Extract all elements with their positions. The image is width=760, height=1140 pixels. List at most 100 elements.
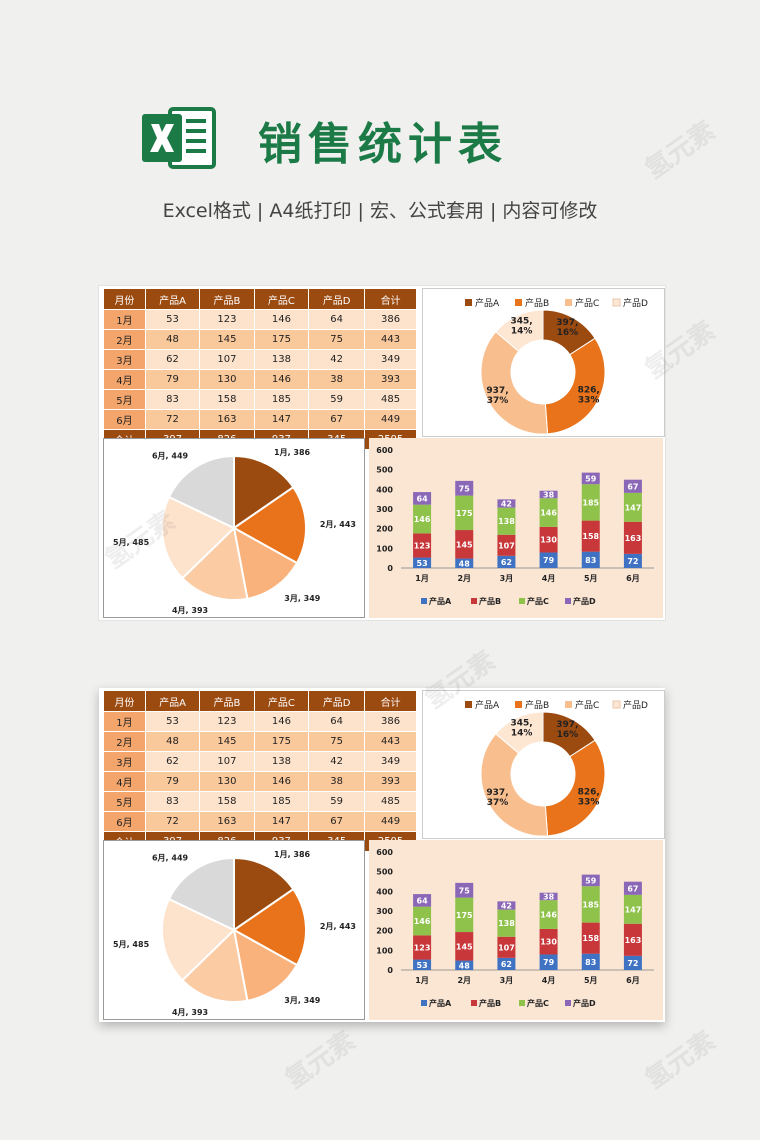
- bar-data-label: 147: [625, 503, 642, 512]
- x-tick-label: 5月: [584, 976, 598, 985]
- table-header-cell: 产品B: [199, 288, 255, 310]
- bar-segment: [413, 504, 432, 534]
- donut-data-label: 937, 37%: [486, 386, 508, 406]
- donut-data-label: 397, 16%: [556, 720, 578, 740]
- pie-chart: 1月, 386 2月, 443 3月, 349 4月, 393 5月, 485 6月, 4…: [113, 448, 356, 615]
- bar-data-label: 158: [582, 934, 599, 943]
- x-tick-label: 1月: [415, 976, 429, 985]
- table-cell: 138: [253, 349, 310, 370]
- bar-segment: [581, 922, 600, 954]
- table-row: 2月 48 145 175 75 443: [103, 329, 417, 350]
- table-cell: 349: [364, 349, 417, 370]
- pie-chart-panel: 1月, 386 2月, 443 3月, 349 4月, 393 5月, 485 6月, 4…: [103, 840, 365, 1020]
- donut-chart: 产品A 产品B 产品C 产品D 397, 16% 826, 33% 937, 37% 345, 14%: [465, 297, 648, 435]
- bar-segment: [623, 881, 642, 895]
- bar-segment: [455, 897, 474, 933]
- bar-segment: [581, 484, 600, 521]
- bar-segment: [539, 552, 558, 568]
- excel-logo-icon: [142, 107, 216, 169]
- y-tick-label: 200: [376, 927, 393, 936]
- bar-segment: [581, 520, 600, 552]
- legend-swatch: [471, 1000, 477, 1006]
- bar-segment: [539, 954, 558, 970]
- table-cell: 64: [308, 309, 366, 330]
- table-cell: 72: [144, 811, 201, 832]
- bar-data-label: 75: [459, 886, 471, 895]
- donut-slice: [480, 331, 549, 435]
- y-tick-label: 300: [376, 907, 393, 916]
- donut-chart-panel: 产品A 产品B 产品C 产品D 397, 16% 826, 33% 937, 37% 345, 14%: [422, 288, 665, 437]
- table-cell: 107: [199, 751, 255, 772]
- legend-label: 产品C: [575, 699, 599, 711]
- y-tick-label: 300: [376, 505, 393, 514]
- bar-segment: [623, 521, 642, 554]
- x-tick-label: 1月: [415, 574, 429, 583]
- legend-label: 产品D: [623, 699, 648, 711]
- table-cell: 393: [364, 369, 417, 390]
- bar-segment: [413, 894, 432, 907]
- bar-data-label: 72: [627, 959, 638, 968]
- table-cell: 5月: [103, 791, 146, 812]
- table-header-cell: 产品C: [253, 690, 310, 712]
- y-tick-label: 600: [376, 446, 393, 455]
- table-cell: 147: [253, 409, 310, 430]
- table-cell: 123: [199, 309, 255, 330]
- bar-data-label: 145: [456, 942, 473, 951]
- table-cell: 72: [144, 409, 201, 430]
- bar-segment: [413, 935, 432, 960]
- table-cell: 62: [144, 349, 201, 370]
- y-tick-label: 100: [376, 544, 393, 553]
- bar-data-label: 146: [540, 911, 557, 920]
- bar-segment: [497, 534, 516, 556]
- table-cell: 386: [364, 711, 417, 732]
- legend-label: 产品C: [527, 596, 549, 606]
- x-tick-label: 6月: [626, 976, 640, 985]
- bar-data-label: 175: [456, 509, 473, 518]
- bar-segment: [581, 953, 600, 970]
- bar-segment: [455, 480, 474, 496]
- table-row: 1月 53 123 146 64 386: [103, 711, 417, 732]
- bar-segment: [539, 928, 558, 955]
- bar-segment: [455, 932, 474, 961]
- table-header-cell: 月份: [103, 690, 146, 712]
- legend-swatch: [612, 298, 621, 307]
- legend-swatch: [421, 1000, 427, 1006]
- bar-segment: [539, 498, 558, 527]
- table-cell: 48: [144, 329, 201, 350]
- y-tick-label: 400: [376, 485, 393, 494]
- donut-slice: [495, 711, 544, 754]
- watermark: 氢元素: [279, 1025, 361, 1096]
- donut-data-label: 826, 33%: [578, 386, 600, 406]
- bar-segment: [413, 492, 432, 505]
- legend-label: 产品C: [527, 998, 549, 1008]
- table-cell: 67: [308, 409, 366, 430]
- donut-chart: 产品A 产品B 产品C 产品D 397, 16% 826, 33% 937, 37% 345, 14%: [465, 699, 648, 837]
- bar-chart-panel: 0 100 200 300 400 500 600 53 123 146 64 1月 48 145 175 7…: [369, 438, 663, 618]
- table-cell: 5月: [103, 389, 146, 410]
- table-header-cell: 月份: [103, 288, 146, 310]
- bar-chart-panel: 0 100 200 300 400 500 600 53 123 146 64 1月 48 145 175 7…: [369, 840, 663, 1020]
- table-cell: 79: [144, 369, 201, 390]
- legend-swatch: [515, 701, 522, 708]
- x-tick-label: 3月: [500, 976, 514, 985]
- bar-data-label: 163: [625, 534, 642, 543]
- bar-segment: [539, 526, 558, 553]
- bar-segment: [497, 901, 516, 910]
- pie-slice: [232, 887, 307, 967]
- table-cell: 130: [199, 369, 255, 390]
- table-row: 5月 83 158 185 59 485: [103, 791, 417, 812]
- table-cell: 1月: [103, 309, 146, 330]
- bar-data-label: 146: [414, 917, 431, 926]
- table-row: 6月 72 163 147 67 449: [103, 811, 417, 832]
- donut-data-label: 345, 14%: [511, 719, 533, 739]
- pie-data-label: 3月, 349: [284, 996, 321, 1005]
- x-tick-label: 2月: [457, 574, 471, 583]
- pie-slice: [180, 927, 249, 1003]
- table-cell: 146: [253, 309, 310, 330]
- bar-segment: [539, 900, 558, 929]
- bar-segment: [497, 936, 516, 958]
- legend-swatch: [565, 299, 572, 306]
- legend-label: 产品D: [623, 297, 648, 309]
- table-cell: 443: [364, 329, 417, 350]
- bar-data-label: 83: [585, 958, 596, 967]
